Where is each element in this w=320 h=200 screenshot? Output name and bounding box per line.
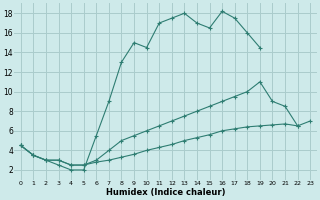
X-axis label: Humidex (Indice chaleur): Humidex (Indice chaleur) — [106, 188, 225, 197]
